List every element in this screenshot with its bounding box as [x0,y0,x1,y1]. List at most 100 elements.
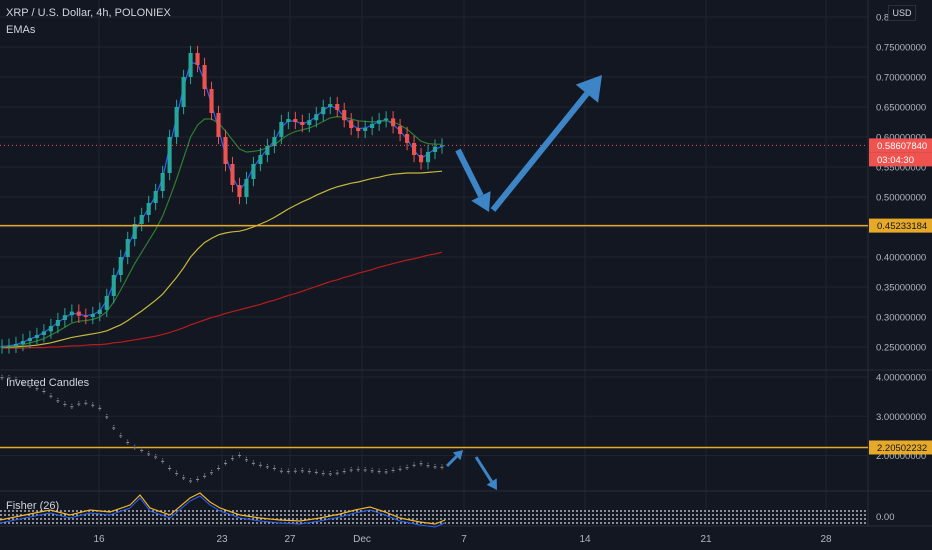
time-tick-label: 7 [461,534,467,545]
candles [0,45,445,354]
time-tick-label: 28 [820,534,832,545]
price-tick-label: 0.30000000 [876,313,926,324]
fisher-lines [0,492,868,528]
ema-line [2,251,443,349]
candle-body [265,146,270,155]
time-tick-label: 21 [700,534,712,545]
time-tick-label: 23 [216,534,228,545]
fisher-title: Fisher (26) [6,500,60,512]
chart-title: XRP / U.S. Dollar, 4h, POLONIEX [6,7,171,19]
ema-line [1,115,442,348]
candle-body [258,155,263,164]
candle-body [55,320,60,326]
fisher-line [0,492,446,525]
candle-body [370,123,375,128]
candle-body [69,311,74,316]
inverted-tick-label: 2.00000000 [876,451,926,462]
candle-body [335,104,340,110]
currency-button[interactable]: USD [888,5,916,21]
trend-arrow-shaft [474,456,493,483]
candle-body [209,89,214,113]
candle-body [251,164,256,179]
fisher-signal-line [0,495,446,528]
candle-body [139,215,144,224]
price-tick-label: 0.75000000 [876,43,926,54]
countdown-tag: 03:04:30 [877,155,914,166]
support-level-tag-bg [869,218,932,233]
current-price-tag: 0.58607840 [877,141,927,152]
candle-body [118,257,123,275]
candle-body [146,203,151,215]
candle-body [377,120,382,124]
candle-body [418,155,424,163]
trend-arrow-shaft [445,455,458,468]
candle-body [41,331,46,335]
candle-body [230,164,235,185]
trend-arrow-shaft [455,148,484,198]
candle-body [27,338,32,341]
candle-body [48,326,53,332]
candle-body [125,239,130,257]
trend-arrow-head [471,191,491,212]
price-tick-label: 0.8 [876,13,889,24]
candle-body [293,119,298,122]
time-tick-label: 14 [579,534,591,545]
candle-body [195,53,200,65]
candle-body [153,191,158,203]
candle-body [405,134,410,143]
candle-body [174,107,179,137]
inverted-level-tag-bg [869,440,932,455]
candle-body [356,128,361,131]
price-tick-label: 0.60000000 [876,133,926,144]
candle-body [132,224,137,239]
candle-body [307,120,312,125]
candle-body [202,65,207,89]
candle-body [6,345,12,347]
candle-body [432,146,438,152]
time-tick-label: 16 [93,534,105,545]
ema-lines [1,61,443,349]
price-tick-label: 0.40000000 [876,253,926,264]
arrows [445,75,602,490]
candle-body [90,314,95,317]
candle-body [111,275,116,296]
candle-body [286,119,291,122]
time-tick-label: Dec [353,534,371,545]
price-tick-label: 0.65000000 [876,103,926,114]
countdown-tag-bg [869,152,932,167]
ema-line [2,170,443,349]
price-tick-label: 0.50000000 [876,193,926,204]
candle-body [13,344,19,346]
candle-body [0,346,5,348]
candle-body [244,179,249,197]
candle-body [384,118,389,121]
candle-body [314,114,319,121]
level-lines [0,224,868,449]
indicator-label: EMAs [6,24,36,36]
trend-arrow-head [452,450,463,461]
ema-line [1,61,443,347]
inverted-candles [0,374,444,485]
fisher-tick-label: 0.00 [876,512,895,523]
inverted-candles-title: Inverted Candles [6,377,90,389]
candle-body [97,309,102,314]
candle-body [391,118,396,127]
price-tick-label: 0.55000000 [876,163,926,174]
candle-body [76,311,81,316]
price-tick-label: 0.25000000 [876,343,926,354]
candle-body [160,173,165,191]
inverted-tick-label: 3.00000000 [876,412,926,423]
trend-arrow-head [575,75,602,103]
candle-body [167,137,172,173]
candle-body [104,296,109,310]
current-price-tag-bg [869,138,932,153]
price-tick-label: 0.70000000 [876,73,926,84]
candle-body [20,341,26,344]
inverted-tick-label: 4.00000000 [876,372,926,383]
candle-body [34,335,39,338]
candle-body [181,77,186,107]
candle-body [300,122,305,125]
candle-body [62,315,67,320]
candle-body [279,122,284,137]
